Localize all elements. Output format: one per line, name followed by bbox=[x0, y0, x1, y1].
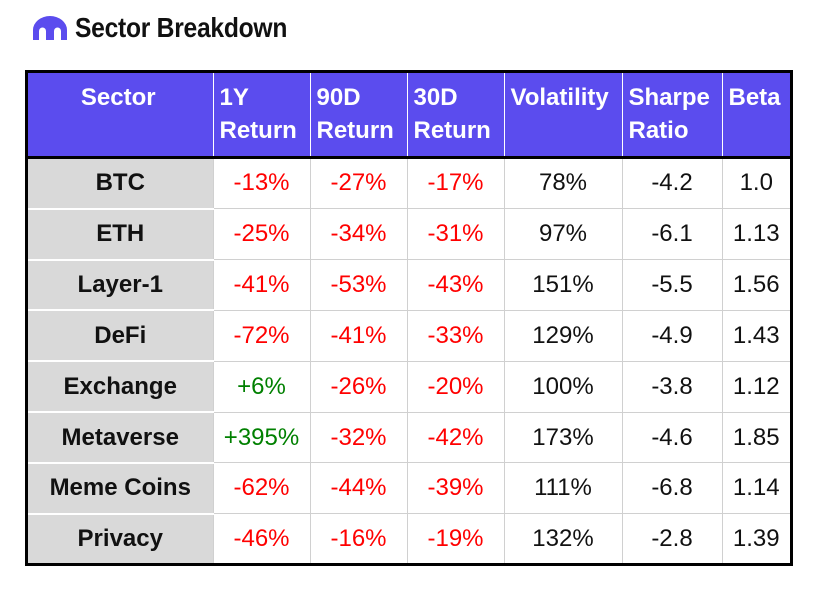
sector-name-cell: DeFi bbox=[28, 310, 214, 363]
beta-cell: 1.85 bbox=[722, 412, 790, 464]
beta-cell: 1.13 bbox=[722, 208, 790, 261]
beta-cell: 1.39 bbox=[732, 524, 780, 552]
90d-return-cell: -16% bbox=[310, 513, 408, 563]
column-header-volatility: Volatility bbox=[504, 73, 623, 159]
table-row: Meme Coins -62% -44% -39% 111% -6.8 1.14 bbox=[28, 462, 790, 515]
sector-name-cell: BTC bbox=[28, 157, 214, 210]
90d-return-cell: -34% bbox=[310, 208, 408, 261]
1y-return-cell: +6% bbox=[213, 361, 311, 413]
beta-cell: 1.14 bbox=[722, 462, 790, 515]
arch-logo-icon bbox=[33, 16, 67, 40]
30d-return-cell: -33% bbox=[407, 310, 505, 362]
table-row: DeFi -72% -41% -33% 129% -4.9 1.43 bbox=[28, 310, 790, 363]
90d-return-cell: -41% bbox=[310, 310, 408, 362]
column-header-1y-return: 1Y Return bbox=[213, 73, 311, 159]
table-row: BTC -13% -27% -17% 78% -4.2 1.0 bbox=[28, 157, 790, 210]
table-row: Layer-1 -41% -53% -43% 151% -5.5 1.56 bbox=[28, 259, 790, 312]
1y-return-cell: -13% bbox=[213, 157, 311, 210]
beta-cell: 1.56 bbox=[722, 259, 790, 311]
30d-return-cell: -17% bbox=[407, 157, 505, 210]
table-row: Metaverse +395% -32% -42% 173% -4.6 1.85 bbox=[28, 412, 790, 464]
sharpe-ratio-cell: -2.8 bbox=[622, 513, 723, 563]
volatility-cell: 78% bbox=[504, 157, 623, 210]
1y-return-cell: -62% bbox=[213, 462, 311, 515]
30d-return-cell: -42% bbox=[407, 412, 505, 464]
column-header-30d-return: 30D Return bbox=[407, 73, 505, 159]
30d-return-cell: -31% bbox=[407, 208, 505, 261]
volatility-cell: 151% bbox=[504, 259, 623, 311]
volatility-cell: 111% bbox=[504, 462, 623, 515]
volatility-cell: 100% bbox=[504, 361, 623, 413]
beta-cell: 1.43 bbox=[722, 310, 790, 362]
sharpe-ratio-cell: -3.8 bbox=[622, 361, 723, 413]
table-row: Privacy -46% -16% -19% 132% -2.8 1.39 bbox=[28, 513, 790, 563]
volatility-cell: 132% bbox=[504, 513, 623, 563]
sector-name-cell: Privacy bbox=[28, 513, 214, 563]
1y-return-cell: -72% bbox=[213, 310, 311, 362]
page-title: Sector Breakdown bbox=[75, 12, 288, 43]
table-row: Exchange +6% -26% -20% 100% -3.8 1.12 bbox=[28, 361, 790, 414]
sharpe-ratio-cell: -6.8 bbox=[622, 462, 723, 515]
sector-name-cell: Layer-1 bbox=[28, 259, 214, 312]
30d-return-cell: -19% bbox=[407, 513, 505, 563]
90d-return-cell: -32% bbox=[310, 412, 408, 464]
column-header-sector: Sector bbox=[28, 73, 214, 159]
sector-table: Sector 1Y Return 90D Return 30D Return Vola… bbox=[25, 70, 793, 566]
90d-return-cell: -44% bbox=[310, 462, 408, 515]
column-header-sharpe-ratio: Sharpe Ratio bbox=[622, 73, 723, 159]
sharpe-ratio-cell: -4.9 bbox=[622, 310, 723, 362]
90d-return-cell: -27% bbox=[310, 157, 408, 210]
volatility-cell: 173% bbox=[504, 412, 623, 464]
1y-return-cell: -46% bbox=[213, 513, 311, 563]
table-row: ETH -25% -34% -31% 97% -6.1 1.13 bbox=[28, 208, 790, 261]
beta-cell: 1.12 bbox=[722, 361, 790, 413]
volatility-cell: 97% bbox=[504, 208, 623, 261]
sharpe-ratio-cell: -5.5 bbox=[622, 259, 723, 311]
table-header-row: Sector 1Y Return 90D Return 30D Return Vola… bbox=[28, 73, 790, 159]
90d-return-cell: -53% bbox=[310, 259, 408, 311]
page-header: Sector Breakdown bbox=[31, 8, 316, 48]
volatility-cell: 129% bbox=[504, 310, 623, 362]
column-header-beta: Beta bbox=[722, 73, 790, 159]
column-header-90d-return: 90D Return bbox=[310, 73, 408, 159]
1y-return-cell: -25% bbox=[213, 208, 311, 261]
1y-return-cell: -41% bbox=[213, 259, 311, 311]
sector-name-cell: ETH bbox=[28, 208, 214, 261]
sharpe-ratio-cell: -4.6 bbox=[622, 412, 723, 464]
90d-return-cell: -26% bbox=[310, 361, 408, 413]
1y-return-cell: +395% bbox=[213, 412, 311, 464]
sharpe-ratio-cell: -6.1 bbox=[622, 208, 723, 261]
sector-name-cell: Meme Coins bbox=[28, 462, 214, 515]
sector-name-cell: Exchange bbox=[28, 361, 214, 414]
30d-return-cell: -20% bbox=[407, 361, 505, 413]
sector-name-cell: Metaverse bbox=[28, 412, 214, 464]
sharpe-ratio-cell: -4.2 bbox=[622, 157, 723, 210]
beta-cell: 1.0 bbox=[722, 157, 790, 210]
30d-return-cell: -43% bbox=[407, 259, 505, 311]
30d-return-cell: -39% bbox=[407, 462, 505, 515]
